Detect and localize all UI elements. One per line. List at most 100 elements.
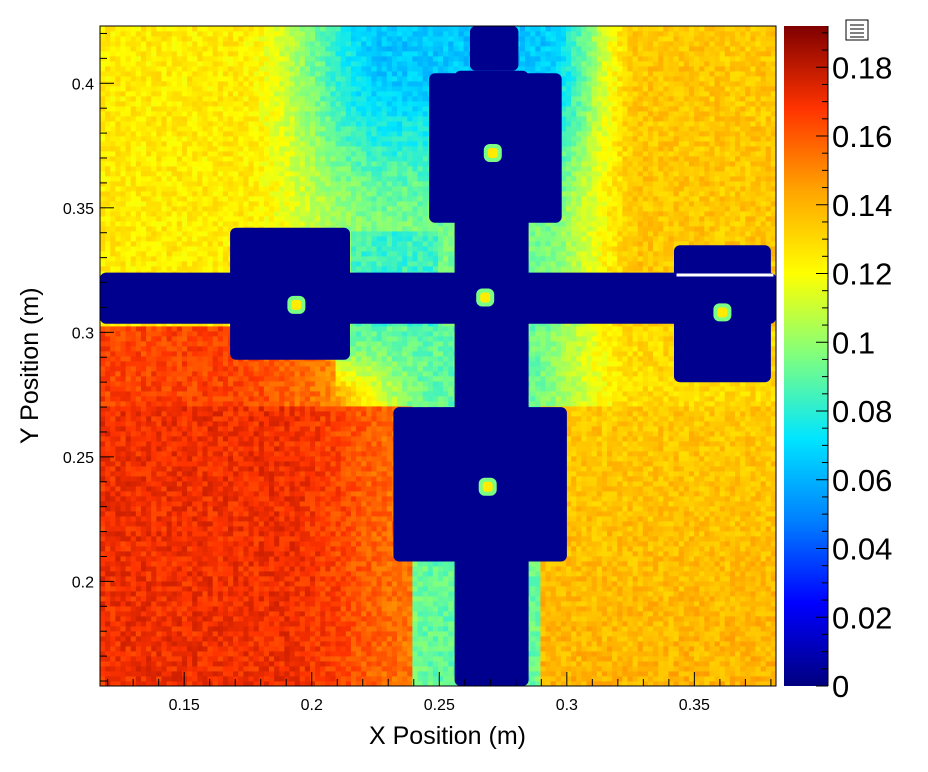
heatmap-cell [330,546,336,552]
heatmap-cell [140,546,147,552]
heatmap-cell [135,581,142,587]
heatmap-cell [770,521,776,527]
heatmap-cell [540,661,546,667]
heatmap-cell [279,496,285,502]
heatmap-cell [417,631,424,637]
heatmap-cell [222,506,229,512]
heatmap-cell [765,526,772,532]
heatmap-cell [366,651,372,657]
heatmap-cell [146,611,152,617]
heatmap-cell [217,656,224,662]
heatmap-cell [704,611,710,617]
heatmap-cell [335,526,342,532]
heatmap-cell [637,621,644,627]
heatmap-cell [350,656,357,662]
heatmap-cell [566,521,572,527]
heatmap-cell [171,666,178,672]
heatmap-cell [443,656,449,662]
heatmap-cell [125,661,132,667]
heatmap-cell [366,576,372,582]
heatmap-cell [181,626,188,632]
heatmap-cell [166,646,173,652]
heatmap-cell [284,516,290,522]
heatmap-cell [647,551,654,557]
heatmap-cell [176,521,183,527]
heatmap-cell [596,681,603,686]
heatmap-cell [535,621,541,627]
heatmap-cell [653,606,659,612]
heatmap-cell [294,631,301,637]
heatmap-cell [125,501,132,507]
heatmap-cell [222,551,229,557]
heatmap-cell [673,646,680,652]
heatmap-cell [202,666,208,672]
heatmap-cell [125,511,132,517]
heatmap-cell [279,501,285,507]
heatmap-cell [289,521,295,527]
heatmap-cell [586,671,593,677]
heatmap-cell [596,571,603,577]
heatmap-cell [376,521,383,527]
heatmap-cell [612,641,618,647]
heatmap-cell [284,591,290,597]
heatmap-cell [596,551,603,557]
heatmap-cell [253,521,260,527]
heatmap-cell [448,566,454,572]
heatmap-cell [243,596,249,602]
heatmap-cell [432,596,439,602]
heatmap-cell [350,561,357,567]
heatmap-cell [289,641,295,647]
heatmap-cell [607,581,613,587]
heatmap-cell [402,631,408,637]
heatmap-cell [719,616,726,622]
heatmap-cell [315,601,321,607]
heatmap-cell [166,566,173,572]
heatmap-cell [391,581,398,587]
heatmap-cell [683,586,690,592]
heatmap-cell [699,596,705,602]
heatmap-cell [729,591,736,597]
heatmap-cell [238,536,244,542]
heatmap-cell [258,526,265,532]
heatmap-cell [100,611,106,617]
heatmap-cell [294,656,301,662]
heatmap-cell [335,661,342,667]
heatmap-cell [120,551,126,557]
heatmap-cell [115,531,121,537]
heatmap-cell [740,526,746,532]
heatmap-cell [427,561,434,567]
heatmap-cell [438,596,444,602]
heatmap-cell [115,656,121,662]
heatmap-cell [135,646,142,652]
heatmap-cell [263,526,270,532]
heatmap-cell [658,646,664,652]
heatmap-cell [571,676,577,682]
heatmap-cell [622,601,628,607]
heatmap-cell [704,631,710,637]
heatmap-cell [668,556,674,562]
heatmap-cell [207,671,214,677]
heatmap-cell [755,651,762,657]
heatmap-cell [274,581,280,587]
heatmap-cell [586,656,593,662]
heatmap-cell [289,501,295,507]
heatmap-cell [356,531,362,537]
heatmap-cell [361,611,367,617]
heatmap-cell [714,616,721,622]
heatmap-cell [601,656,608,662]
heatmap-cell [340,676,347,682]
heatmap-cell [740,631,746,637]
heatmap-cell [627,616,633,622]
heatmap-cell [325,616,331,622]
heatmap-cell [535,566,541,572]
heatmap-cell [376,606,383,612]
heatmap-cell [622,661,628,667]
heatmap-cell [560,641,567,647]
heatmap-cell [263,606,270,612]
heatmap-cell [601,666,608,672]
heatmap-cell [350,506,357,512]
heatmap-cell [181,571,188,577]
heatmap-cell [253,576,260,582]
heatmap-cell [612,576,618,582]
heatmap-cell [340,511,347,517]
